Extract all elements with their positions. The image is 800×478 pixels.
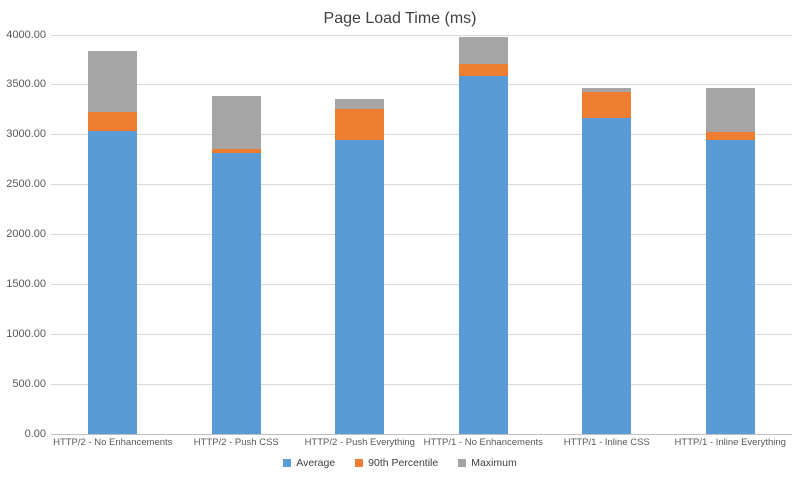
category-label: HTTP/1 - No Enhancements	[423, 437, 543, 448]
y-tick-label: 4000.00	[6, 28, 46, 41]
y-tick-label: 3500.00	[6, 78, 46, 91]
legend-swatch-icon	[458, 459, 467, 467]
plot-area	[51, 34, 792, 435]
gridline	[51, 84, 792, 86]
legend-label: Average	[296, 457, 336, 469]
category-label: HTTP/2 - No Enhancements	[53, 437, 173, 448]
y-tick-label: 1500.00	[6, 277, 46, 290]
bar-average	[705, 139, 755, 434]
bar-average	[582, 117, 632, 434]
y-tick-label: 500.00	[12, 377, 46, 390]
legend-item: Average	[283, 457, 335, 469]
bar-average	[88, 131, 138, 434]
x-axis-line	[51, 433, 792, 435]
legend-item: Maximum	[458, 457, 517, 469]
legend-swatch-icon	[283, 459, 292, 467]
y-tick-label: 2500.00	[6, 178, 46, 191]
category-label: HTTP/1 - Inline CSS	[563, 437, 650, 448]
category-label: HTTP/1 - Inline Everything	[674, 437, 786, 448]
gridline	[51, 184, 792, 186]
legend-swatch-icon	[355, 459, 364, 467]
bar-average	[211, 153, 261, 434]
chart-legend: Average 90th Percentile Maximum	[0, 454, 800, 472]
category-label: HTTP/2 - Push CSS	[193, 437, 279, 448]
gridline	[51, 383, 792, 385]
y-tick-label: 2000.00	[6, 228, 46, 240]
chart-title: Page Load Time (ms)	[323, 10, 477, 27]
gridline	[51, 283, 792, 285]
bar-average	[458, 75, 508, 434]
gridline	[51, 34, 792, 36]
y-tick-label: 1000.00	[6, 327, 46, 340]
y-tick-label: 0.00	[24, 427, 46, 440]
gridline	[51, 134, 792, 136]
bar-average	[335, 139, 385, 434]
legend-label: 90th Percentile	[368, 457, 439, 469]
legend-label: Maximum	[471, 457, 517, 469]
gridline	[51, 333, 792, 335]
legend-item: 90th Percentile	[355, 457, 438, 469]
gridline	[51, 234, 792, 235]
y-tick-label: 3000.00	[6, 128, 46, 141]
category-label: HTTP/2 - Push Everything	[304, 437, 415, 448]
